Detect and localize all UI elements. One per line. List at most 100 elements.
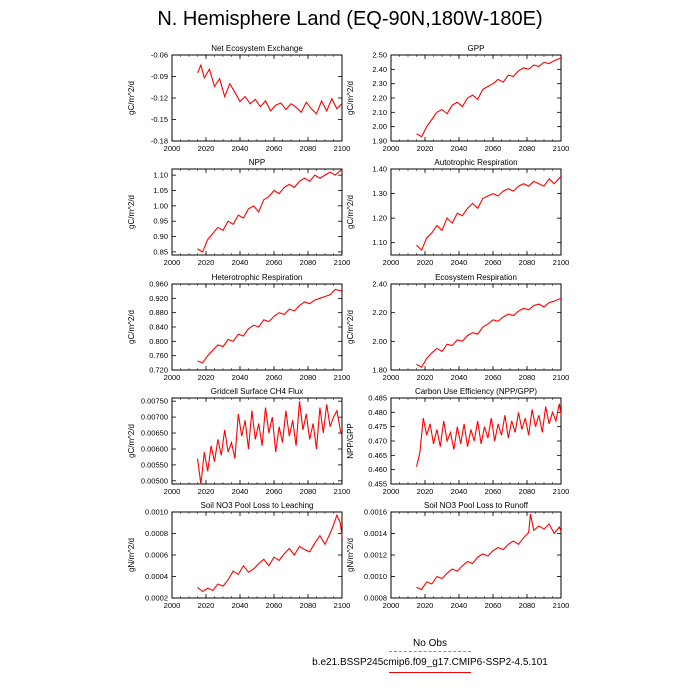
series-line — [196, 63, 343, 115]
x-tick-label: 2000 — [383, 258, 400, 267]
series-line — [197, 168, 343, 253]
y-tick-label: 1.40 — [372, 165, 387, 174]
plot-frame — [171, 397, 343, 485]
y-tick-label: 2.30 — [372, 79, 387, 88]
x-tick-label: 2100 — [553, 144, 570, 153]
series-line — [416, 57, 562, 138]
chart-title: Carbon Use Efficiency (NPP/GPP) — [415, 387, 537, 396]
y-tick-label: 0.95 — [153, 217, 168, 226]
x-tick-label: 2060 — [485, 601, 502, 610]
y-tick-label: 0.475 — [368, 422, 387, 431]
y-tick-label: 0.0010 — [145, 508, 168, 517]
y-tick-label: 0.470 — [368, 437, 387, 446]
chart-panel-9: Soil NO3 Pool Loss to Leaching gN/m^2/d 20… — [127, 501, 350, 610]
y-tick-label: 1.30 — [372, 189, 387, 198]
x-tick-label: 2060 — [485, 487, 502, 496]
x-tick-label: 2020 — [417, 258, 434, 267]
chart-title: Autotrophic Respiration — [434, 158, 517, 167]
y-tick-label: -0.06 — [151, 51, 168, 60]
x-tick-label: 2040 — [232, 373, 249, 382]
x-tick-label: 2000 — [164, 487, 181, 496]
y-tick-label: 0.840 — [149, 323, 168, 332]
x-tick-label: 2100 — [553, 487, 570, 496]
y-tick-label: 0.00600 — [141, 444, 168, 453]
x-tick-label: 2080 — [519, 258, 536, 267]
y-tick-label: 0.480 — [368, 408, 387, 417]
x-tick-label: 2080 — [300, 258, 317, 267]
plot-frame — [171, 511, 343, 599]
x-tick-label: 2080 — [300, 144, 317, 153]
y-axis-label: gC/m^2/d — [127, 81, 136, 115]
y-tick-label: 0.90 — [153, 232, 168, 241]
x-tick-label: 2100 — [334, 258, 351, 267]
y-tick-label: 0.85 — [153, 247, 168, 256]
chart-panel-8: Carbon Use Efficiency (NPP/GPP) NPP/GPP 20… — [346, 387, 569, 496]
x-tick-label: 2060 — [266, 601, 283, 610]
x-tick-label: 2100 — [553, 601, 570, 610]
plot-frame — [171, 168, 343, 256]
chart-panel-6: Ecosystem Respiration gC/m^2/d 2000 2020 204… — [346, 273, 569, 382]
y-tick-label: 0.465 — [368, 451, 387, 460]
y-tick-label: 0.0006 — [145, 551, 168, 560]
plot-frame — [171, 283, 343, 371]
series-line — [416, 297, 562, 368]
x-tick-label: 2040 — [232, 258, 249, 267]
y-tick-label: 0.00500 — [141, 476, 168, 485]
y-axis-label: gC/m^2/d — [127, 195, 136, 229]
x-tick-label: 2000 — [164, 258, 181, 267]
y-tick-label: 2.40 — [372, 65, 387, 74]
legend-model-line — [389, 672, 471, 673]
y-tick-label: 0.0008 — [145, 529, 168, 538]
legend-obs-label: No Obs — [413, 638, 447, 649]
chart-title: Soil NO3 Pool Loss to Runoff — [424, 501, 529, 510]
x-tick-label: 2020 — [198, 373, 215, 382]
y-tick-label: 0.920 — [149, 294, 168, 303]
y-tick-label: 2.00 — [372, 337, 387, 346]
y-tick-label: 1.10 — [153, 171, 168, 180]
y-tick-label: 2.20 — [372, 308, 387, 317]
x-tick-label: 2000 — [383, 487, 400, 496]
y-tick-label: 0.0008 — [364, 594, 387, 603]
plot-frame — [171, 54, 343, 142]
y-tick-label: 1.10 — [372, 238, 387, 247]
x-tick-label: 2020 — [417, 487, 434, 496]
y-tick-label: 0.455 — [368, 480, 387, 489]
x-tick-label: 2000 — [164, 601, 181, 610]
x-tick-label: 2060 — [485, 144, 502, 153]
chart-title: Gridcell Surface CH4 Flux — [211, 387, 303, 396]
y-tick-label: 0.760 — [149, 351, 168, 360]
y-tick-label: -0.18 — [151, 137, 168, 146]
y-tick-label: 0.720 — [149, 366, 168, 375]
x-tick-label: 2060 — [266, 144, 283, 153]
y-axis-label: gC/m^2/d — [127, 310, 136, 344]
x-tick-label: 2000 — [164, 373, 181, 382]
y-axis-label: NPP/GPP — [346, 423, 355, 459]
legend-model-label: b.e21.BSSP245cmip6.f09_g17.CMIP6-SSP2-4.… — [312, 657, 548, 668]
x-tick-label: 2020 — [198, 258, 215, 267]
x-tick-label: 2080 — [300, 487, 317, 496]
series-line — [416, 176, 562, 252]
plot-frame — [390, 511, 562, 599]
x-tick-label: 2020 — [198, 487, 215, 496]
x-tick-label: 2100 — [553, 258, 570, 267]
y-tick-label: 1.05 — [153, 186, 168, 195]
x-tick-label: 2020 — [198, 144, 215, 153]
y-tick-label: 0.0016 — [364, 508, 387, 517]
x-tick-label: 2000 — [383, 373, 400, 382]
y-tick-label: 0.0012 — [364, 551, 387, 560]
x-tick-label: 2000 — [383, 144, 400, 153]
chart-panel-5: Heterotrophic Respiration gC/m^2/d 2000 202… — [127, 273, 350, 382]
x-tick-label: 2060 — [266, 258, 283, 267]
x-tick-label: 2080 — [519, 373, 536, 382]
y-tick-label: 2.50 — [372, 51, 387, 60]
x-tick-label: 2100 — [553, 373, 570, 382]
y-tick-label: 1.80 — [372, 366, 387, 375]
y-tick-label: -0.15 — [151, 115, 168, 124]
x-tick-label: 2080 — [519, 601, 536, 610]
x-tick-label: 2080 — [300, 373, 317, 382]
x-tick-label: 2000 — [164, 144, 181, 153]
x-tick-label: 2100 — [334, 601, 351, 610]
y-axis-label: gN/m^2/d — [346, 538, 355, 572]
x-tick-label: 2080 — [519, 487, 536, 496]
